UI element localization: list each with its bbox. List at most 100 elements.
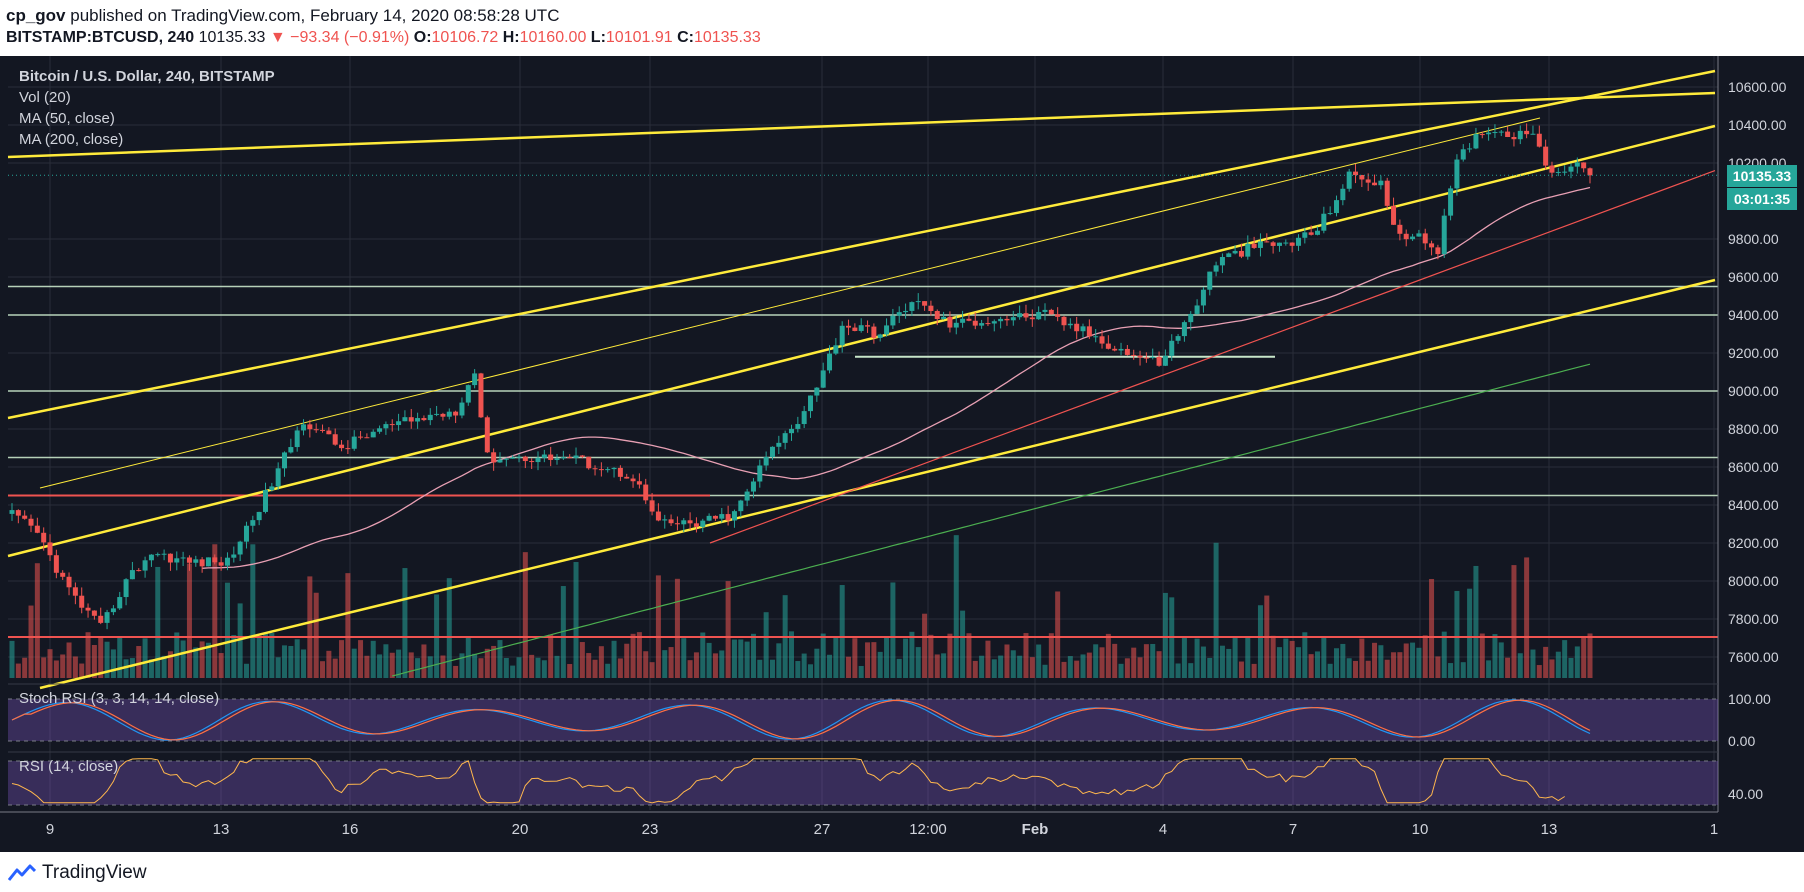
volume-bar — [529, 654, 535, 678]
chart-canvas[interactable]: 7600.00 7800.00 8000.00 8200.00 8400.00 8600.… — [0, 56, 1804, 852]
volume-bar — [801, 653, 807, 678]
candle — [1086, 319, 1092, 339]
candle — [1302, 227, 1308, 244]
candle-body — [66, 576, 72, 588]
volume-bar — [250, 544, 256, 678]
red-trend-line — [709, 170, 1716, 544]
candle — [1536, 125, 1542, 148]
candle — [1403, 229, 1409, 247]
candle — [858, 318, 864, 333]
legend-volume[interactable]: Vol (20) — [19, 89, 71, 106]
candle — [1093, 328, 1099, 343]
candle-body — [960, 318, 966, 323]
volume-bar — [934, 654, 940, 678]
volume-bar — [769, 659, 775, 678]
candle — [567, 454, 573, 459]
candle-body — [529, 461, 535, 463]
volume-bar — [915, 647, 921, 678]
candle-body — [1353, 171, 1359, 176]
candle-body — [839, 325, 845, 346]
candle-body — [269, 486, 275, 491]
candle — [1238, 243, 1244, 259]
candle-body — [1505, 131, 1511, 137]
volume-bar — [453, 665, 459, 678]
volume-bar — [1086, 652, 1092, 678]
candle-body — [421, 418, 427, 421]
volume-bar — [1581, 637, 1587, 678]
candle — [941, 311, 947, 320]
candle — [560, 450, 566, 460]
candle — [871, 323, 877, 344]
candle — [1124, 344, 1130, 356]
author-name[interactable]: cp_gov — [6, 6, 66, 25]
candle-body — [1143, 357, 1149, 359]
candle-body — [972, 320, 978, 326]
candle — [1264, 233, 1270, 243]
candle-body — [1270, 242, 1276, 246]
candle-body — [262, 490, 268, 512]
candle — [687, 512, 693, 530]
volume-bar — [60, 654, 66, 678]
time-axis-tick: 23 — [642, 821, 659, 838]
stoch-rsi-title[interactable]: Stoch RSI (3, 3, 14, 14, close) — [19, 690, 220, 707]
price-axis-tick: 8200.00 — [1728, 535, 1779, 551]
volume-bar — [129, 658, 135, 678]
symbol-line: BITSTAMP:BTCUSD, 240 10135.33 ▼ −93.34 (… — [6, 29, 761, 47]
candle-body — [687, 520, 693, 524]
candle — [662, 514, 668, 529]
candle-body — [72, 587, 78, 596]
candle-body — [1124, 348, 1130, 355]
candle-body — [1074, 323, 1080, 332]
candle-body — [34, 525, 40, 533]
price-axis-tick: 9400.00 — [1728, 307, 1779, 323]
candle — [1188, 311, 1194, 331]
volume-bar — [117, 635, 123, 678]
candle — [332, 428, 338, 446]
candle — [1207, 271, 1213, 296]
volume-bar — [1549, 659, 1555, 678]
volume-bar — [909, 631, 915, 678]
candle — [1029, 309, 1035, 327]
volume-bar — [9, 640, 15, 678]
stoch-axis-tick: 100.00 — [1728, 691, 1771, 707]
candle — [712, 515, 718, 521]
candle — [1372, 174, 1378, 186]
volume-bar — [763, 612, 769, 678]
candle — [1492, 124, 1498, 139]
candle-body — [1188, 313, 1194, 323]
candle — [1549, 161, 1555, 178]
candle-body — [243, 525, 249, 542]
candle — [212, 554, 218, 565]
last-price-label: 10135.33 — [1727, 165, 1797, 187]
volume-bar — [465, 636, 471, 678]
volume-bar — [180, 640, 186, 678]
price-axis-tick: 8000.00 — [1728, 573, 1779, 589]
candle-body — [947, 316, 953, 328]
volume-bar — [1365, 660, 1371, 678]
candle-body — [41, 532, 47, 543]
legend-ma50[interactable]: MA (50, close) — [19, 110, 115, 127]
volume-bar — [282, 645, 288, 678]
candle-body — [998, 318, 1004, 322]
volume-bar — [1207, 657, 1213, 678]
candle-body — [1200, 289, 1206, 306]
candle-body — [326, 430, 332, 435]
rsi-title[interactable]: RSI (14, close) — [19, 758, 119, 775]
candle-body — [1048, 309, 1054, 315]
candle-body — [1454, 159, 1460, 189]
candle — [453, 410, 459, 424]
volume-bar — [1061, 661, 1067, 678]
candle-body — [674, 523, 680, 525]
candle-body — [117, 597, 123, 609]
candle-body — [909, 302, 915, 311]
candle — [1200, 287, 1206, 313]
volume-bar — [567, 664, 573, 678]
candle — [1150, 348, 1156, 360]
volume-bar — [731, 639, 737, 678]
candle-body — [750, 481, 756, 492]
volume-bar — [960, 610, 966, 678]
volume-bar — [1308, 654, 1314, 678]
volume-bar — [1238, 661, 1244, 678]
tradingview-logo[interactable]: TradingView — [8, 862, 147, 884]
legend-ma200[interactable]: MA (200, close) — [19, 131, 124, 148]
